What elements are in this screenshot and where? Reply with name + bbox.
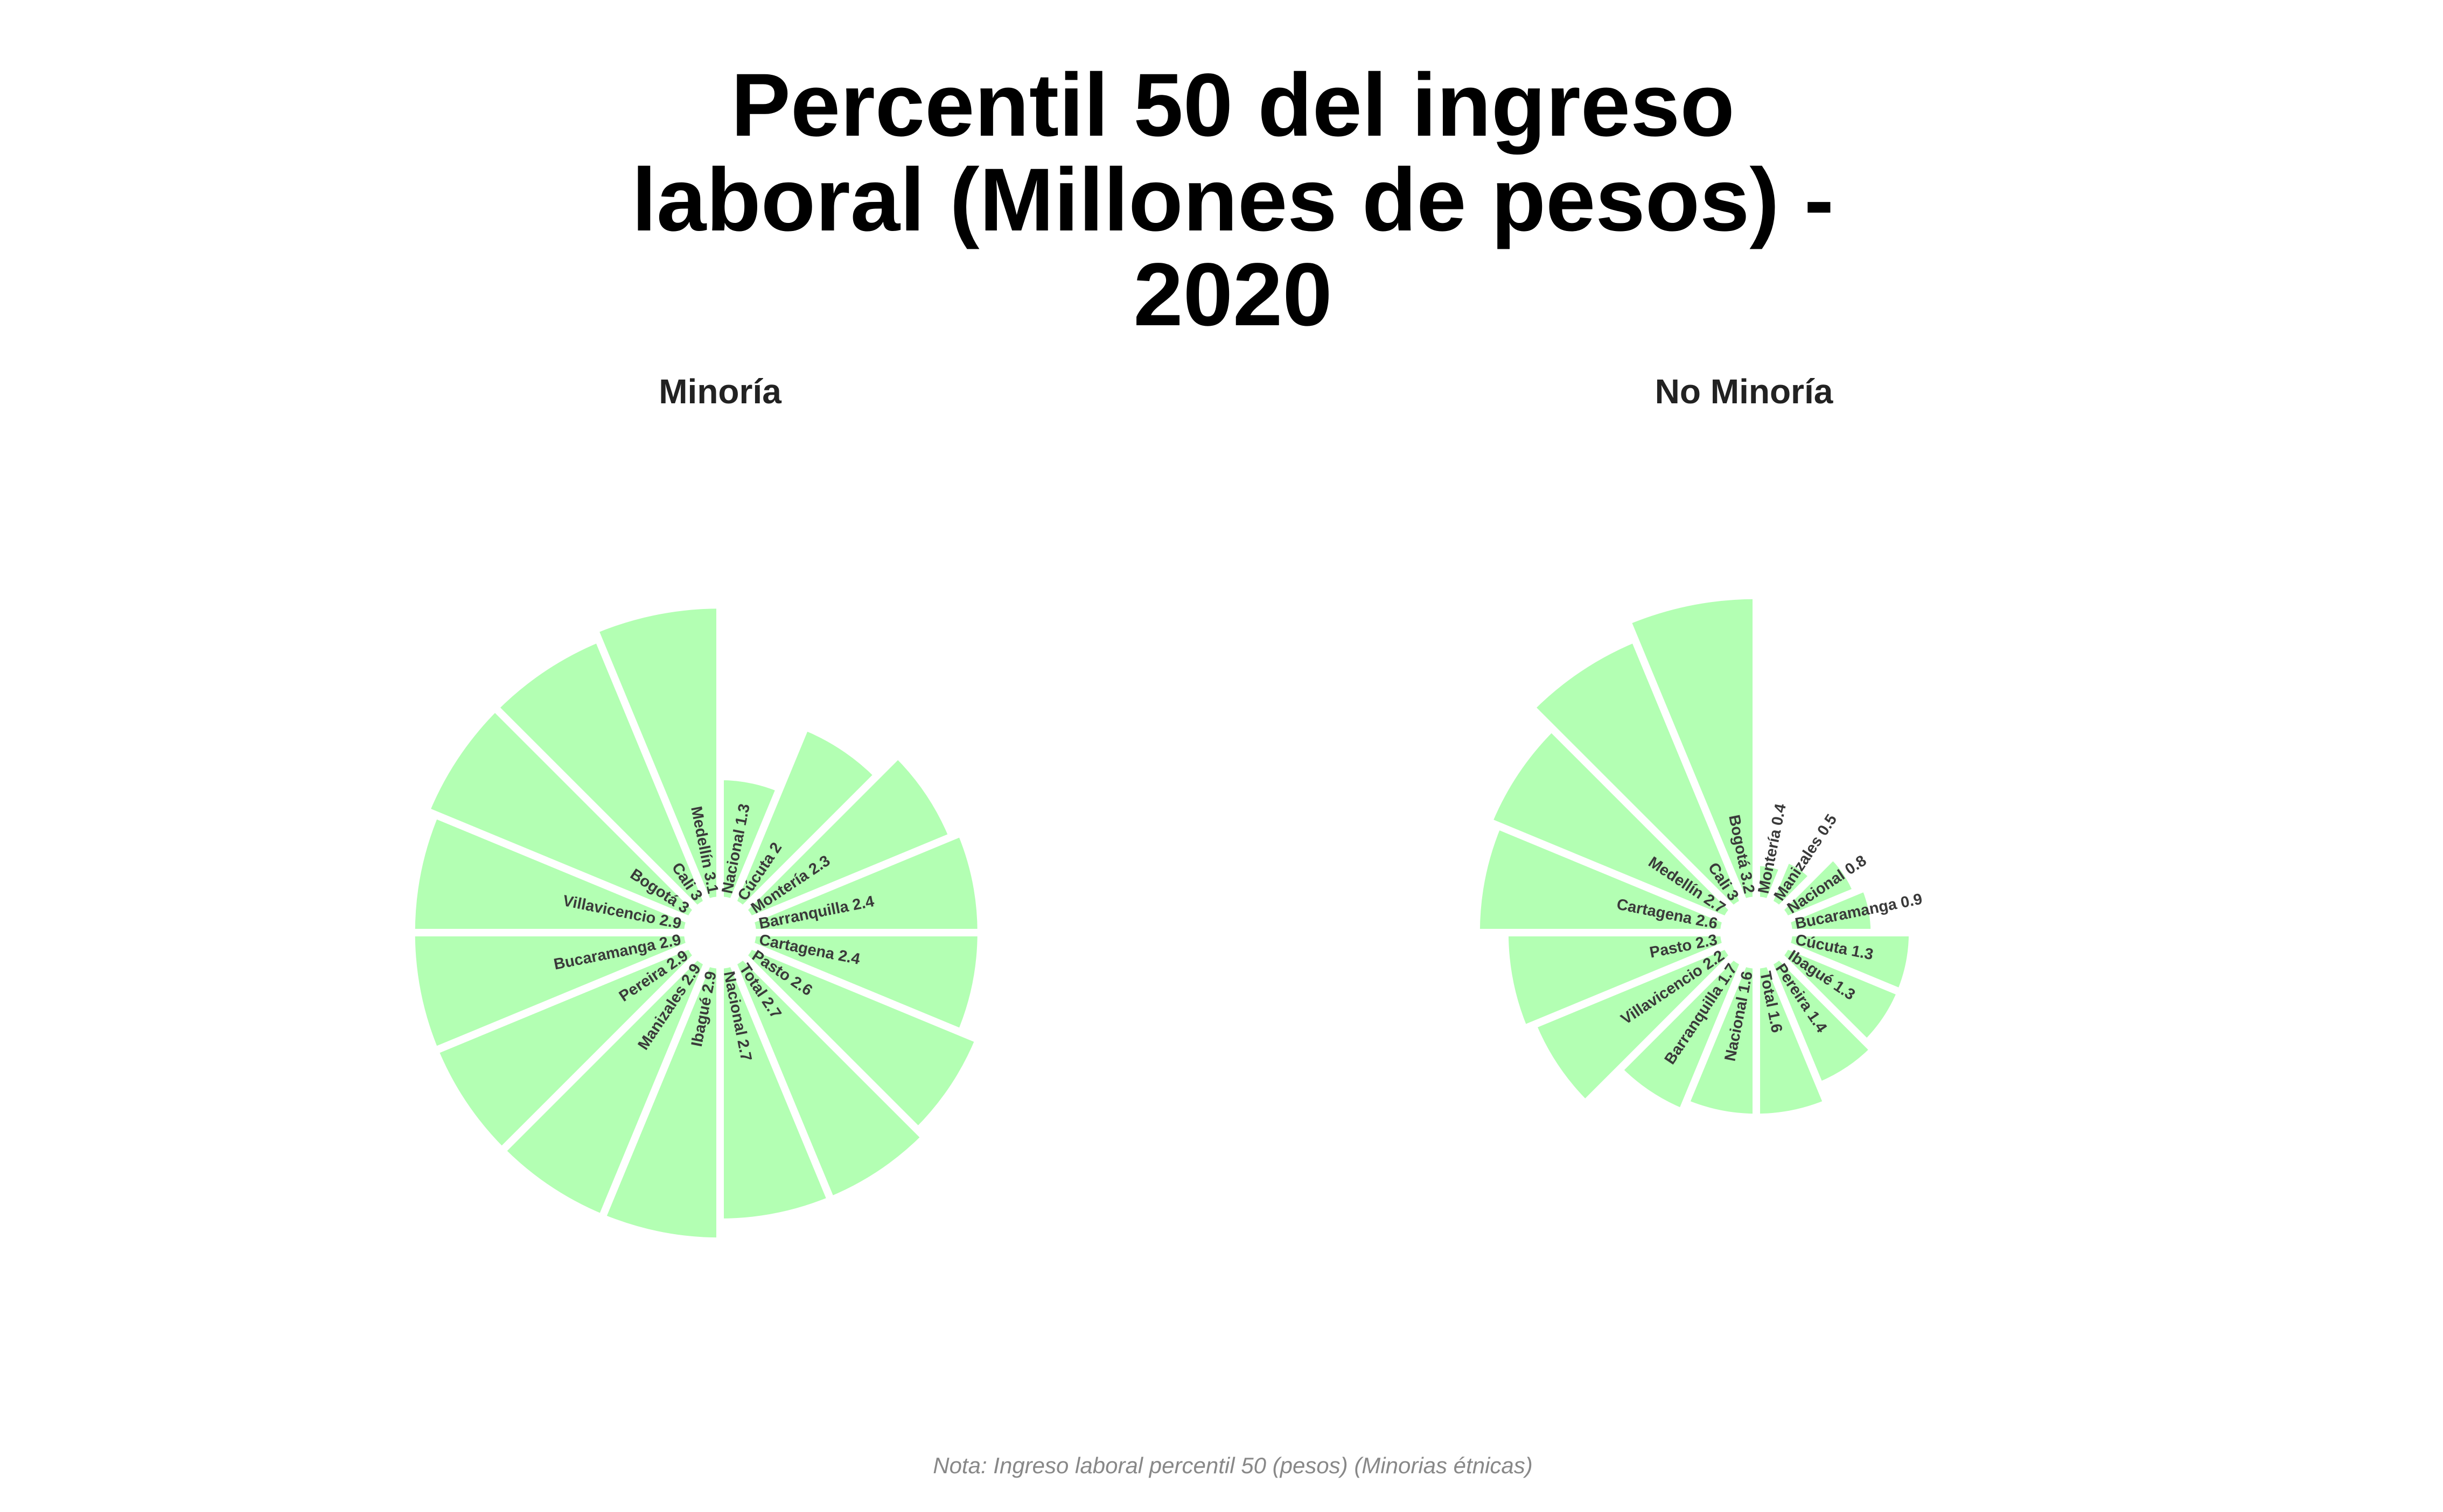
bar-barranquilla-9 (1613, 950, 1749, 1117)
bar-manizales-9 (496, 950, 713, 1223)
bar-cartagena-12 (1472, 820, 1732, 936)
chart-title-line-3: 2020 (1133, 245, 1332, 345)
bar-cucuta-1 (727, 722, 883, 915)
chart-title: Percentil 50 del ingreso laboral (Millon… (0, 58, 2443, 342)
bar-villavicencio-10 (1527, 940, 1739, 1109)
bar-bogota-15 (1622, 591, 1760, 908)
bar-barranquilla-3 (745, 828, 985, 936)
chart-title-line-1: Percentil 50 del ingreso (731, 55, 1735, 155)
bar-ibague-8 (597, 957, 724, 1245)
bar-nacional-7 (716, 957, 836, 1226)
panel-title-no-minoria: No Minoría (1655, 372, 1833, 411)
bar-total-6 (727, 950, 931, 1206)
bar-pereira-6 (1763, 950, 1879, 1091)
caption-note: Nota: Ingreso laboral percentil 50 (peso… (933, 1453, 1533, 1478)
bar-ibague-5 (1774, 940, 1906, 1049)
bar-monteria-2 (737, 749, 958, 926)
bar-cartagena-4 (745, 929, 985, 1038)
bar-bucaramanga-11 (407, 929, 695, 1056)
bar-pasto-11 (1500, 929, 1732, 1034)
bar-pereira-10 (430, 940, 703, 1157)
bar-nacional-0 (716, 772, 785, 908)
bar-total-7 (1753, 957, 1832, 1122)
chart-title-line-2: laboral (Millones de pesos) - (631, 150, 1834, 250)
bar-nacional-8 (1680, 957, 1760, 1122)
bar-cucuta-4 (1781, 929, 1917, 998)
bar-bogota-13 (421, 702, 703, 926)
bar-medellin-13 (1483, 722, 1739, 926)
bar-cali-14 (490, 633, 713, 915)
bar-pasto-5 (737, 940, 984, 1136)
bar-cali-14 (1526, 633, 1749, 915)
bar-villavicencio-12 (407, 809, 695, 936)
bar-medellin-15 (589, 601, 724, 908)
panel-title-minoria: Minoría (659, 372, 781, 411)
